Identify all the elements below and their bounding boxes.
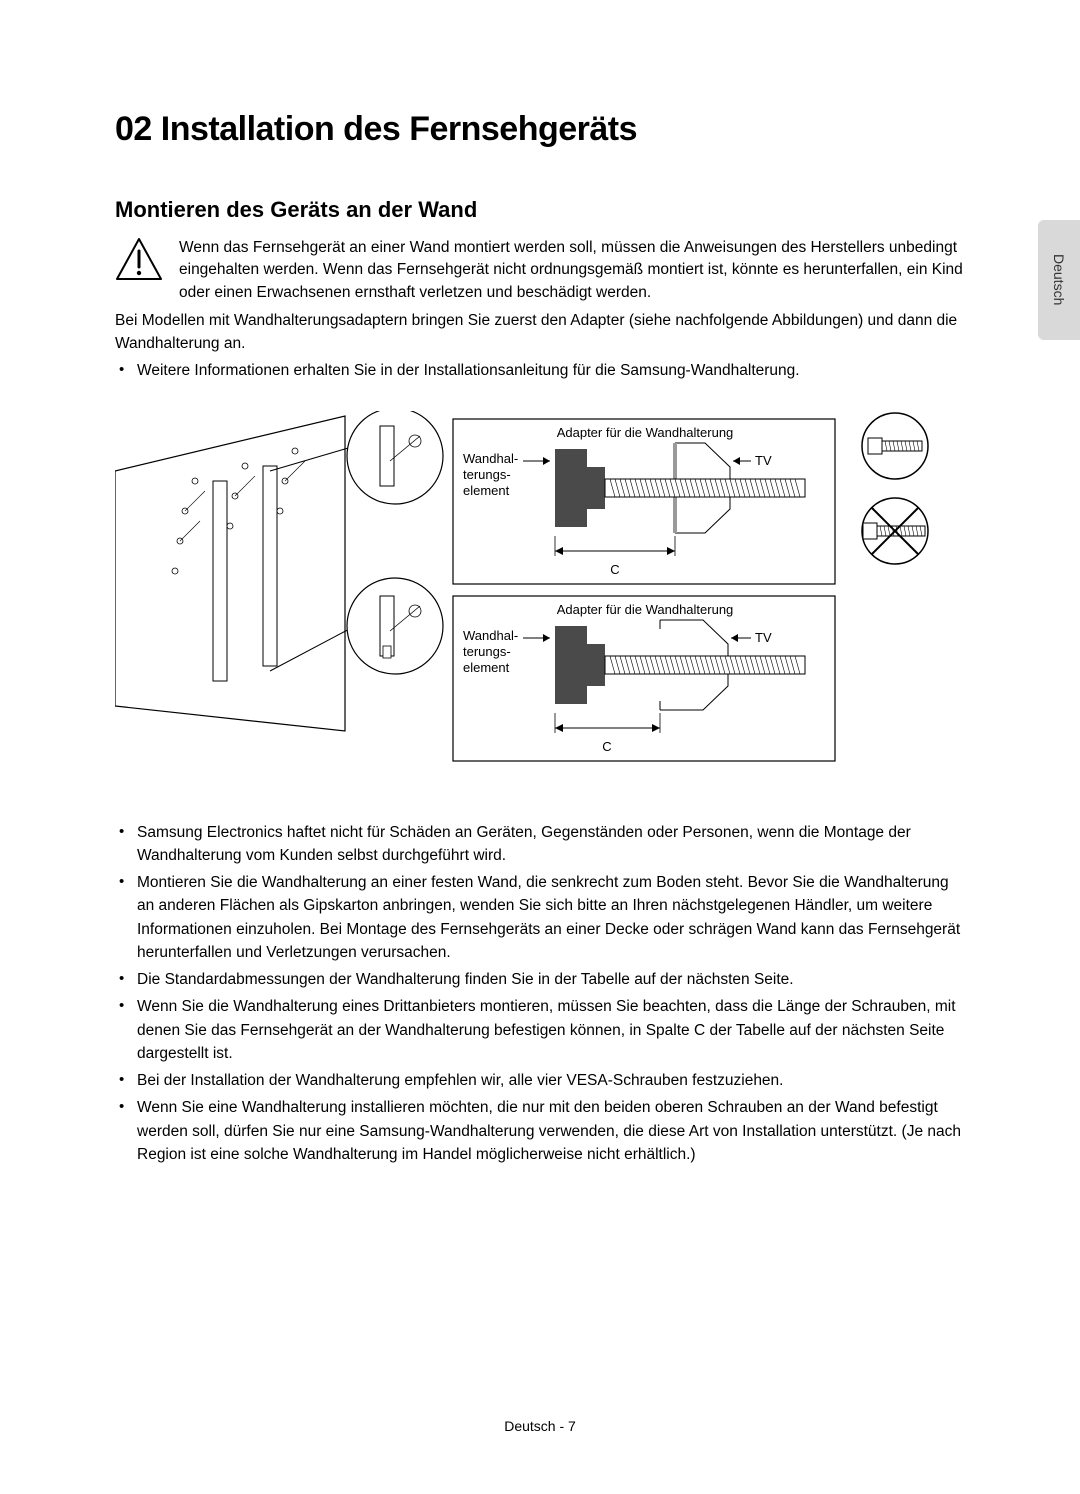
page-content: 02 Installation des Fernsehgeräts Montie… bbox=[0, 0, 1080, 1230]
svg-text:element: element bbox=[463, 660, 510, 675]
svg-text:terungs-: terungs- bbox=[463, 467, 511, 482]
svg-text:TV: TV bbox=[755, 630, 772, 645]
tv-panel-illustration bbox=[115, 416, 345, 731]
chapter-title: 02 Installation des Fernsehgeräts bbox=[115, 110, 965, 149]
svg-text:Wandhal-: Wandhal- bbox=[463, 628, 518, 643]
svg-text:Adapter für die Wandhalterung: Adapter für die Wandhalterung bbox=[557, 602, 734, 617]
after-warning-text: Bei Modellen mit Wandhalterungsadaptern … bbox=[115, 310, 965, 355]
section-title: Montieren des Geräts an der Wand bbox=[115, 197, 965, 223]
svg-text:terungs-: terungs- bbox=[463, 644, 511, 659]
list-item: Wenn Sie eine Wandhalterung installieren… bbox=[137, 1096, 965, 1166]
list-item: Wenn Sie die Wandhalterung eines Drittan… bbox=[137, 995, 965, 1065]
top-bullet-list: Weitere Informationen erhalten Sie in de… bbox=[115, 359, 965, 382]
svg-text:C: C bbox=[610, 562, 619, 577]
page-footer: Deutsch - 7 bbox=[0, 1418, 1080, 1434]
svg-text:Wandhal-: Wandhal- bbox=[463, 451, 518, 466]
bottom-bullet-list: Samsung Electronics haftet nicht für Sch… bbox=[115, 821, 965, 1167]
list-item: Weitere Informationen erhalten Sie in de… bbox=[137, 359, 965, 382]
bolt-allowed-icon bbox=[862, 413, 928, 479]
callout-top bbox=[270, 411, 443, 504]
svg-text:element: element bbox=[463, 483, 510, 498]
cross-section-top: Adapter für die Wandhalterung Wandhal- t… bbox=[453, 419, 835, 584]
caution-icon bbox=[115, 237, 163, 281]
callout-bottom bbox=[270, 578, 443, 674]
list-item: Bei der Installation der Wandhalterung e… bbox=[137, 1069, 965, 1092]
svg-text:Adapter für die Wandhalterung: Adapter für die Wandhalterung bbox=[557, 425, 734, 440]
warning-text: Wenn das Fernsehgerät an einer Wand mont… bbox=[179, 237, 965, 304]
cross-section-bottom: Adapter für die Wandhalterung Wandhal- t… bbox=[453, 596, 835, 761]
svg-text:C: C bbox=[602, 739, 611, 754]
bolt-forbidden-icon bbox=[862, 498, 928, 564]
wall-mount-diagram: Adapter für die Wandhalterung Wandhal- t… bbox=[115, 411, 965, 781]
list-item: Samsung Electronics haftet nicht für Sch… bbox=[137, 821, 965, 868]
list-item: Montieren Sie die Wandhalterung an einer… bbox=[137, 871, 965, 964]
list-item: Die Standardabmessungen der Wandhalterun… bbox=[137, 968, 965, 991]
svg-text:TV: TV bbox=[755, 453, 772, 468]
warning-block: Wenn das Fernsehgerät an einer Wand mont… bbox=[115, 237, 965, 304]
